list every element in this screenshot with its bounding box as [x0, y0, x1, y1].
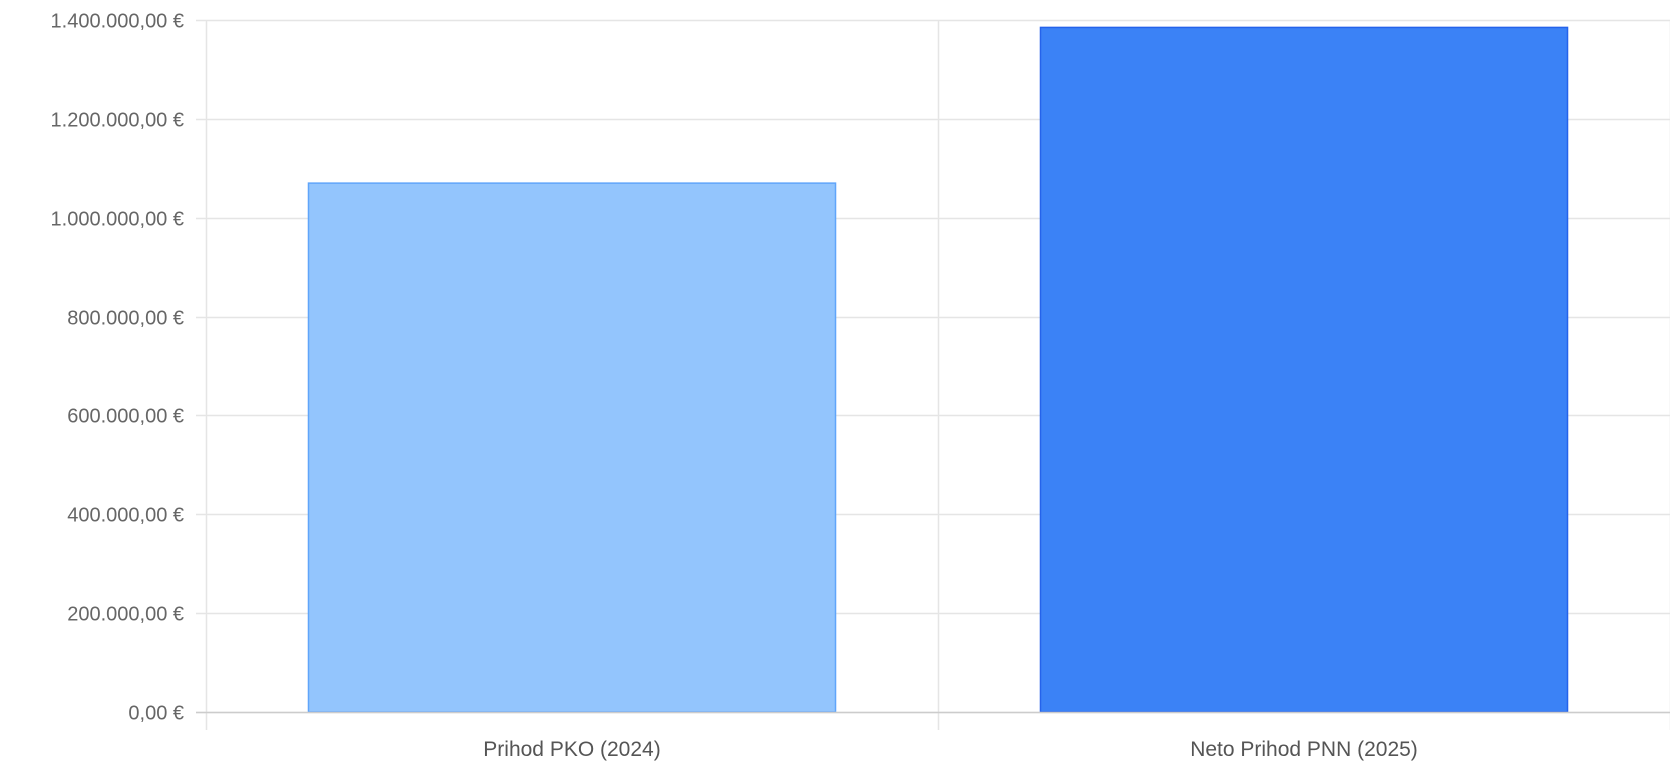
bar-1 [307, 182, 837, 713]
y-tick-label: 1.000.000,00 € [51, 209, 184, 231]
y-tick-label: 400.000,00 € [67, 505, 184, 527]
y-tick-label: 800.000,00 € [67, 308, 184, 330]
y-tick-label: 1.200.000,00 € [51, 110, 184, 132]
y-tick-label: 1.400.000,00 € [51, 11, 184, 33]
x-category-label: Neto Prihod PNN (2025) [1190, 738, 1418, 761]
x-category-label: Prihod PKO (2024) [483, 738, 660, 761]
y-tick-label: 600.000,00 € [67, 406, 184, 428]
y-tick-label: 0,00 € [128, 703, 184, 725]
bar-2 [1039, 26, 1569, 713]
y-tick-label: 200.000,00 € [67, 604, 184, 626]
